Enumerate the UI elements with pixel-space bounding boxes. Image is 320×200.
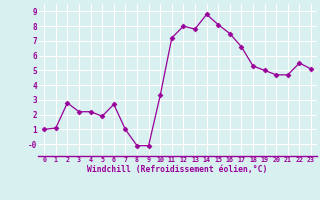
X-axis label: Windchill (Refroidissement éolien,°C): Windchill (Refroidissement éolien,°C) (87, 165, 268, 174)
